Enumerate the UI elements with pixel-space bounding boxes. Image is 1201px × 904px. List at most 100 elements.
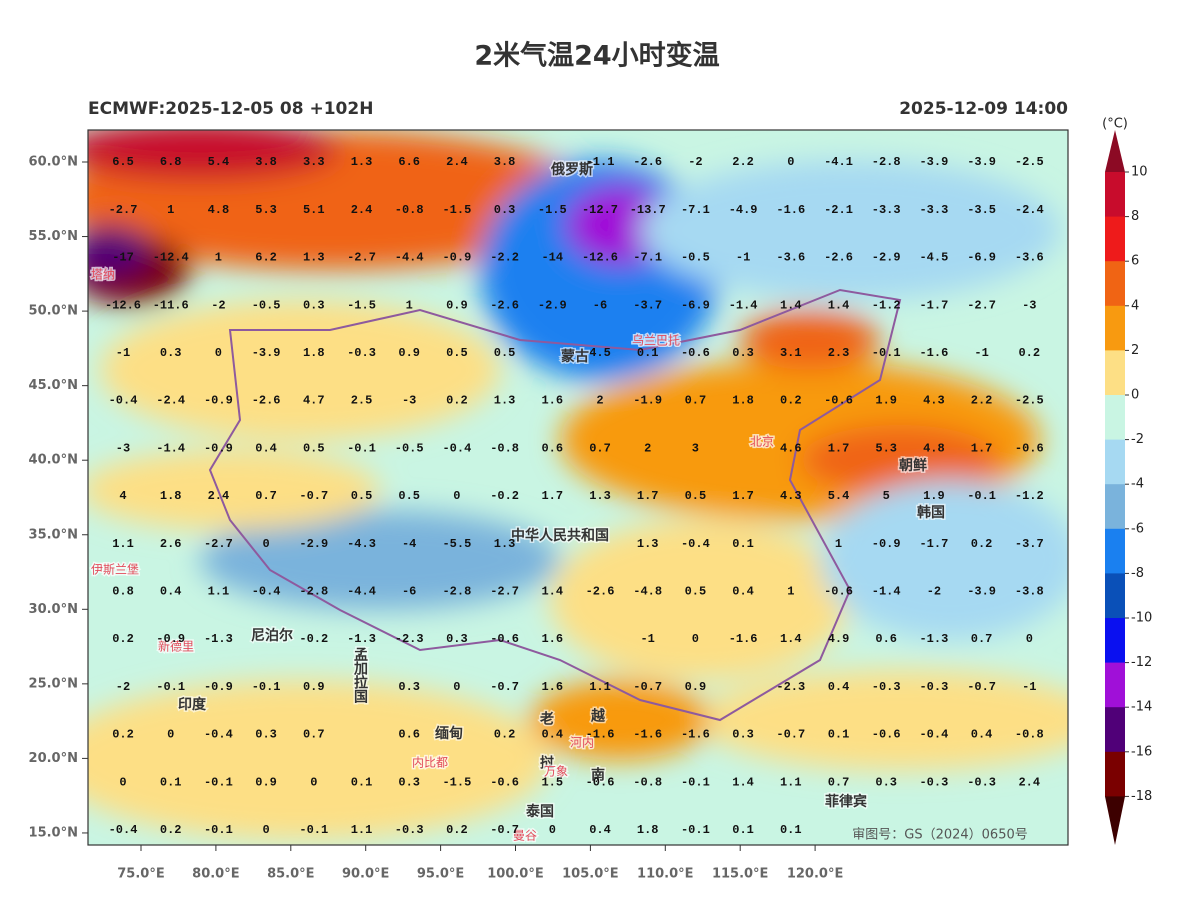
grid-value: 0.5 <box>494 346 516 360</box>
grid-value: 0 <box>119 775 126 789</box>
grid-value: -0.5 <box>252 298 281 312</box>
grid-value: -5.5 <box>442 537 471 551</box>
grid-value: 0.4 <box>589 823 611 837</box>
grid-value: -2.9 <box>872 251 901 265</box>
grid-value: 0.1 <box>351 775 373 789</box>
grid-value: 0.2 <box>446 394 468 408</box>
colorbar-cap <box>1105 130 1125 172</box>
place-labels: 俄罗斯 蒙古 乌兰巴托 北京 朝鲜 韩国 中华人民共和国 尼泊尔 新德里 伊斯兰… <box>89 160 1027 845</box>
x-tick-label: 110.0°E <box>637 867 694 882</box>
colorbar-unit: (°C) <box>1102 117 1128 132</box>
grid-value: 1.4 <box>541 584 563 598</box>
grid-value: 0.2 <box>112 632 134 646</box>
y-tick-label: 55.0°N <box>29 229 78 244</box>
colorbar-label: 2 <box>1131 343 1139 358</box>
grid-value: 1.3 <box>637 537 659 551</box>
grid-value: -13.7 <box>630 203 666 217</box>
grid-value: 1.7 <box>637 489 659 503</box>
grid-value: 1.1 <box>351 823 373 837</box>
grid-value: -2.5 <box>1015 155 1044 169</box>
grid-value: 0.7 <box>589 441 611 455</box>
grid-value: -0.4 <box>919 728 948 742</box>
grid-value: -0.2 <box>490 489 519 503</box>
grid-value: -0.1 <box>156 680 185 694</box>
city: 万象 <box>544 765 568 779</box>
grid-value: 1.3 <box>303 251 325 265</box>
grid-value: 1.8 <box>160 489 182 503</box>
grid-value: -2.2 <box>490 251 519 265</box>
colorbar-segment <box>1105 751 1125 797</box>
place: 尼泊尔 <box>251 627 293 644</box>
grid-value: -4 <box>402 537 416 551</box>
city: 伊斯兰堡 <box>91 562 139 577</box>
grid-value: 0 <box>215 346 222 360</box>
grid-value: 2.4 <box>446 155 468 169</box>
grid-value: 1 <box>787 584 794 598</box>
grid-value: -7.1 <box>633 251 662 265</box>
grid-value: -1.6 <box>776 203 805 217</box>
grid-value: -2.9 <box>538 298 567 312</box>
y-tick-label: 15.0°N <box>29 825 78 840</box>
grid-value: 0.1 <box>828 728 850 742</box>
grid-value: -0.8 <box>633 775 662 789</box>
grid-value: 0.2 <box>1018 346 1040 360</box>
grid-value: -2.7 <box>967 298 996 312</box>
grid-value: -1.6 <box>633 728 662 742</box>
grid-value: -1.5 <box>347 298 376 312</box>
grid-value: -3.8 <box>1015 584 1044 598</box>
grid-value: 0.6 <box>398 728 420 742</box>
grid-value: -1.6 <box>586 728 615 742</box>
grid-value: 6.2 <box>255 251 277 265</box>
title: 2米气温24小时变温 <box>474 40 719 72</box>
grid-value: 1.9 <box>923 489 945 503</box>
colorbar-segment <box>1105 528 1125 574</box>
grid-value: -6.9 <box>967 251 996 265</box>
grid-value: -1 <box>640 632 654 646</box>
grid-value: -2.8 <box>299 584 328 598</box>
grid-value: -1.5 <box>538 203 567 217</box>
axes: 60.0°N 55.0°N 50.0°N 45.0°N 40.0°N 35.0°N 30.0… <box>29 155 844 882</box>
grid-value: -3.9 <box>967 155 996 169</box>
grid-value: -2.4 <box>156 394 185 408</box>
grid-value: 0.9 <box>685 680 707 694</box>
grid-value: -2.3 <box>776 680 805 694</box>
grid-value: -17 <box>112 251 134 265</box>
colorbar-segment <box>1105 618 1125 664</box>
grid-value: 5.3 <box>875 441 897 455</box>
grid-value: -1.3 <box>204 632 233 646</box>
grid-value: -4.3 <box>347 537 376 551</box>
colorbar-segment <box>1105 261 1125 307</box>
x-tick-label: 80.0°E <box>192 867 239 882</box>
grid-value: 2.3 <box>828 346 850 360</box>
grid-value: 0 <box>692 632 699 646</box>
grid-value: 1.7 <box>828 441 850 455</box>
city: 曼谷 <box>513 829 537 843</box>
grid-value: 3 <box>692 441 699 455</box>
grid-value: 1.8 <box>637 823 659 837</box>
grid-value: 0.4 <box>160 584 182 598</box>
grid-value: -1.2 <box>872 298 901 312</box>
grid-value: 4.8 <box>923 441 945 455</box>
grid-value: 0.3 <box>398 775 420 789</box>
colorbar-label: 10 <box>1131 165 1148 180</box>
grid-value: -3.6 <box>776 251 805 265</box>
grid-value: -2.7 <box>490 584 519 598</box>
grid-value: -12.6 <box>582 251 618 265</box>
city: 河内 <box>570 736 594 750</box>
grid-value: 2.4 <box>208 489 230 503</box>
colorbar-label: -10 <box>1131 611 1152 626</box>
grid-value: -0.4 <box>681 537 710 551</box>
grid-value: 1.6 <box>541 632 563 646</box>
grid-value: -0.9 <box>204 394 233 408</box>
grid-value: 0.2 <box>112 728 134 742</box>
grid-value: 3.1 <box>780 346 802 360</box>
grid-value: 1.4 <box>780 298 802 312</box>
grid-value: 1.1 <box>208 584 230 598</box>
grid-value: 1.9 <box>875 394 897 408</box>
grid-value: 6.8 <box>160 155 182 169</box>
grid-value: 1.3 <box>494 537 516 551</box>
grid-value: -0.7 <box>776 728 805 742</box>
place: 韩国 <box>917 504 945 521</box>
grid-values: 6.5 6.8 5.4 3.8 3.3 1.3 6.6 2.4 3.8 -1.1 -2.6 -2 2.2… <box>105 155 1044 837</box>
